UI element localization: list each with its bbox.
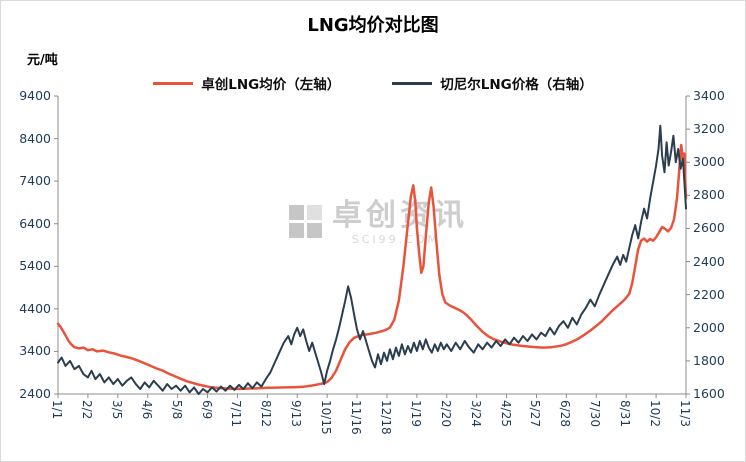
x-axis-tick-label: 6/9 <box>199 400 214 420</box>
left-axis-tick-label: 7400 <box>19 173 51 189</box>
legend-label-zhuochuang: 卓创LNG均价（左轴） <box>201 77 341 93</box>
chart-legend: 卓创LNG均价（左轴） 切尼尔LNG价格（右轴） <box>1 73 745 93</box>
x-axis-tick-label: 5/27 <box>528 400 543 427</box>
right-axis-tick-label: 3200 <box>693 121 725 137</box>
x-axis-tick-label: 4/6 <box>139 400 154 420</box>
right-axis-tick-label: 2600 <box>693 220 725 236</box>
right-axis-tick-label: 2800 <box>693 187 725 203</box>
x-axis-tick-label: 5/8 <box>169 400 184 420</box>
left-axis-tick-label: 4400 <box>19 300 51 316</box>
legend-item-zhuochuang: 卓创LNG均价（左轴） <box>153 73 340 93</box>
x-axis-tick-label: 10/15 <box>319 400 334 435</box>
right-axis-tick-label: 2400 <box>693 253 725 269</box>
x-axis-tick-label: 2/2 <box>79 400 94 420</box>
x-axis-tick-label: 4/25 <box>498 400 513 427</box>
x-axis-tick-label: 8/31 <box>618 400 633 427</box>
navy-line-swatch-icon <box>392 81 433 85</box>
series-line-zhuochuang <box>56 143 688 391</box>
x-axis-tick-label: 6/28 <box>558 400 573 427</box>
right-axis-tick-label: 2200 <box>693 286 725 302</box>
right-axis-tick-label: 3400 <box>693 88 725 103</box>
right-axis-tick-label: 1800 <box>693 352 725 368</box>
x-axis-tick-label: 11/3 <box>678 400 692 427</box>
x-axis-tick-label: 2/20 <box>438 400 453 427</box>
legend-item-cheniere: 切尼尔LNG价格（右轴） <box>392 73 593 93</box>
left-axis-tick-label: 8400 <box>19 130 51 146</box>
left-axis-tick-label: 9400 <box>19 88 51 103</box>
x-axis-tick-label: 3/5 <box>109 400 124 420</box>
x-axis-tick-label: 8/12 <box>259 400 274 427</box>
series-line-cheniere <box>57 124 687 395</box>
x-axis-tick-label: 10/2 <box>648 400 663 427</box>
left-axis-tick-label: 2400 <box>19 386 51 401</box>
x-axis-tick-label: 3/24 <box>468 400 483 427</box>
x-axis-tick-label: 11/16 <box>349 400 364 435</box>
right-axis-tick-label: 2000 <box>693 319 725 335</box>
y-axis-unit-label: 元/吨 <box>27 53 58 68</box>
legend-label-cheniere: 切尼尔LNG价格（右轴） <box>440 77 593 93</box>
x-axis-tick-label: 1/19 <box>408 400 423 427</box>
x-axis-tick-label: 9/13 <box>289 400 304 427</box>
x-axis-tick-label: 7/30 <box>588 400 603 427</box>
left-axis-tick-label: 5400 <box>19 258 51 274</box>
left-axis-tick-label: 3400 <box>19 343 51 359</box>
x-axis-tick-label: 1/1 <box>50 400 64 420</box>
right-axis-tick-label: 1600 <box>693 386 725 401</box>
red-line-swatch-icon <box>153 81 194 85</box>
right-axis-tick-label: 3000 <box>693 154 725 170</box>
x-axis-tick-label: 7/11 <box>229 400 244 427</box>
chart-title: LNG均价对比图 <box>307 15 439 36</box>
left-axis-tick-label: 6400 <box>19 215 51 231</box>
x-axis-tick-label: 12/18 <box>378 400 393 435</box>
